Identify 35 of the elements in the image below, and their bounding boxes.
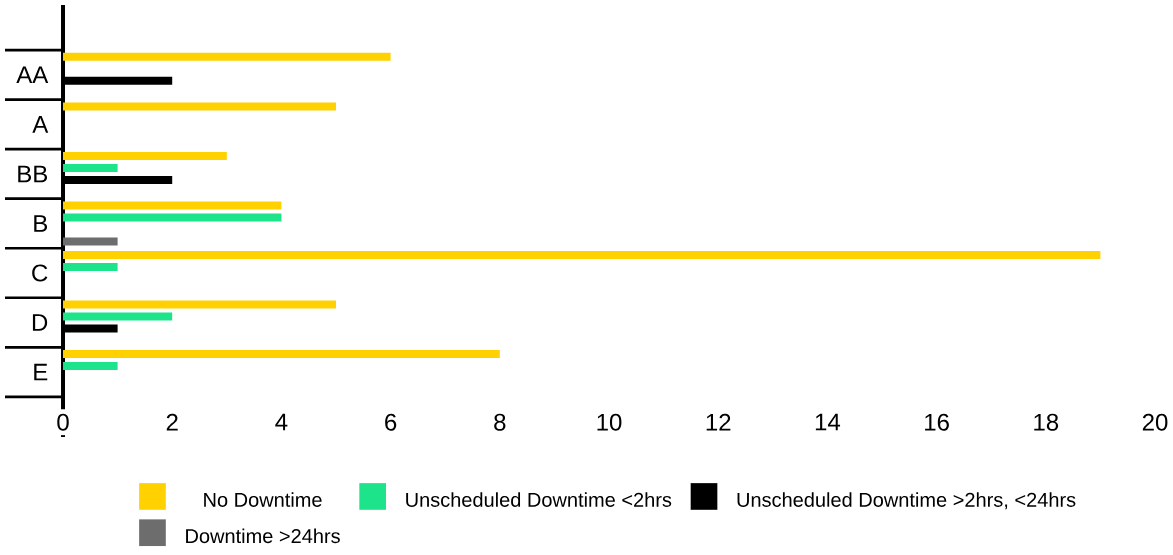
bar <box>63 151 227 160</box>
y-tick-label: E <box>34 363 48 381</box>
x-tick-label: 20 <box>1142 413 1168 431</box>
bar <box>63 213 282 222</box>
legend-label: Downtime >24hrs <box>186 528 340 544</box>
x-tick-label: 4 <box>275 413 288 431</box>
x-tick-label: 14 <box>815 413 841 431</box>
x-tick-label: 18 <box>1034 413 1059 431</box>
bar <box>63 350 500 359</box>
bar <box>63 263 118 272</box>
y-tick-label: C <box>32 264 48 282</box>
bar <box>63 237 118 246</box>
x-tick-label: 6 <box>385 413 397 431</box>
bar <box>63 300 337 309</box>
bar <box>63 312 173 321</box>
x-tick-label: 2 <box>166 413 178 431</box>
bar <box>63 163 118 172</box>
x-tick-label: 10 <box>597 413 622 431</box>
legend-label: No Downtime <box>204 492 322 507</box>
bar <box>63 102 337 111</box>
y-tick-label: BB <box>18 165 48 183</box>
y-tick-label: B <box>34 215 48 232</box>
y-tick-label: AA <box>16 66 49 84</box>
bar <box>63 201 282 210</box>
x-tick-label: 0 <box>57 413 69 431</box>
x-tick-label: 12 <box>706 413 731 431</box>
legend-label: Unscheduled Downtime <2hrs <box>406 492 672 507</box>
bar <box>63 362 118 371</box>
x-tick-label: 16 <box>925 413 949 431</box>
bar <box>63 251 1101 260</box>
y-tick-label: D <box>32 314 48 331</box>
bar <box>63 52 391 61</box>
y-tick-label: A <box>32 116 49 133</box>
legend-label: Unscheduled Downtime >2hrs, <24hrs <box>737 492 1076 510</box>
x-tick-label: 8 <box>494 413 506 431</box>
